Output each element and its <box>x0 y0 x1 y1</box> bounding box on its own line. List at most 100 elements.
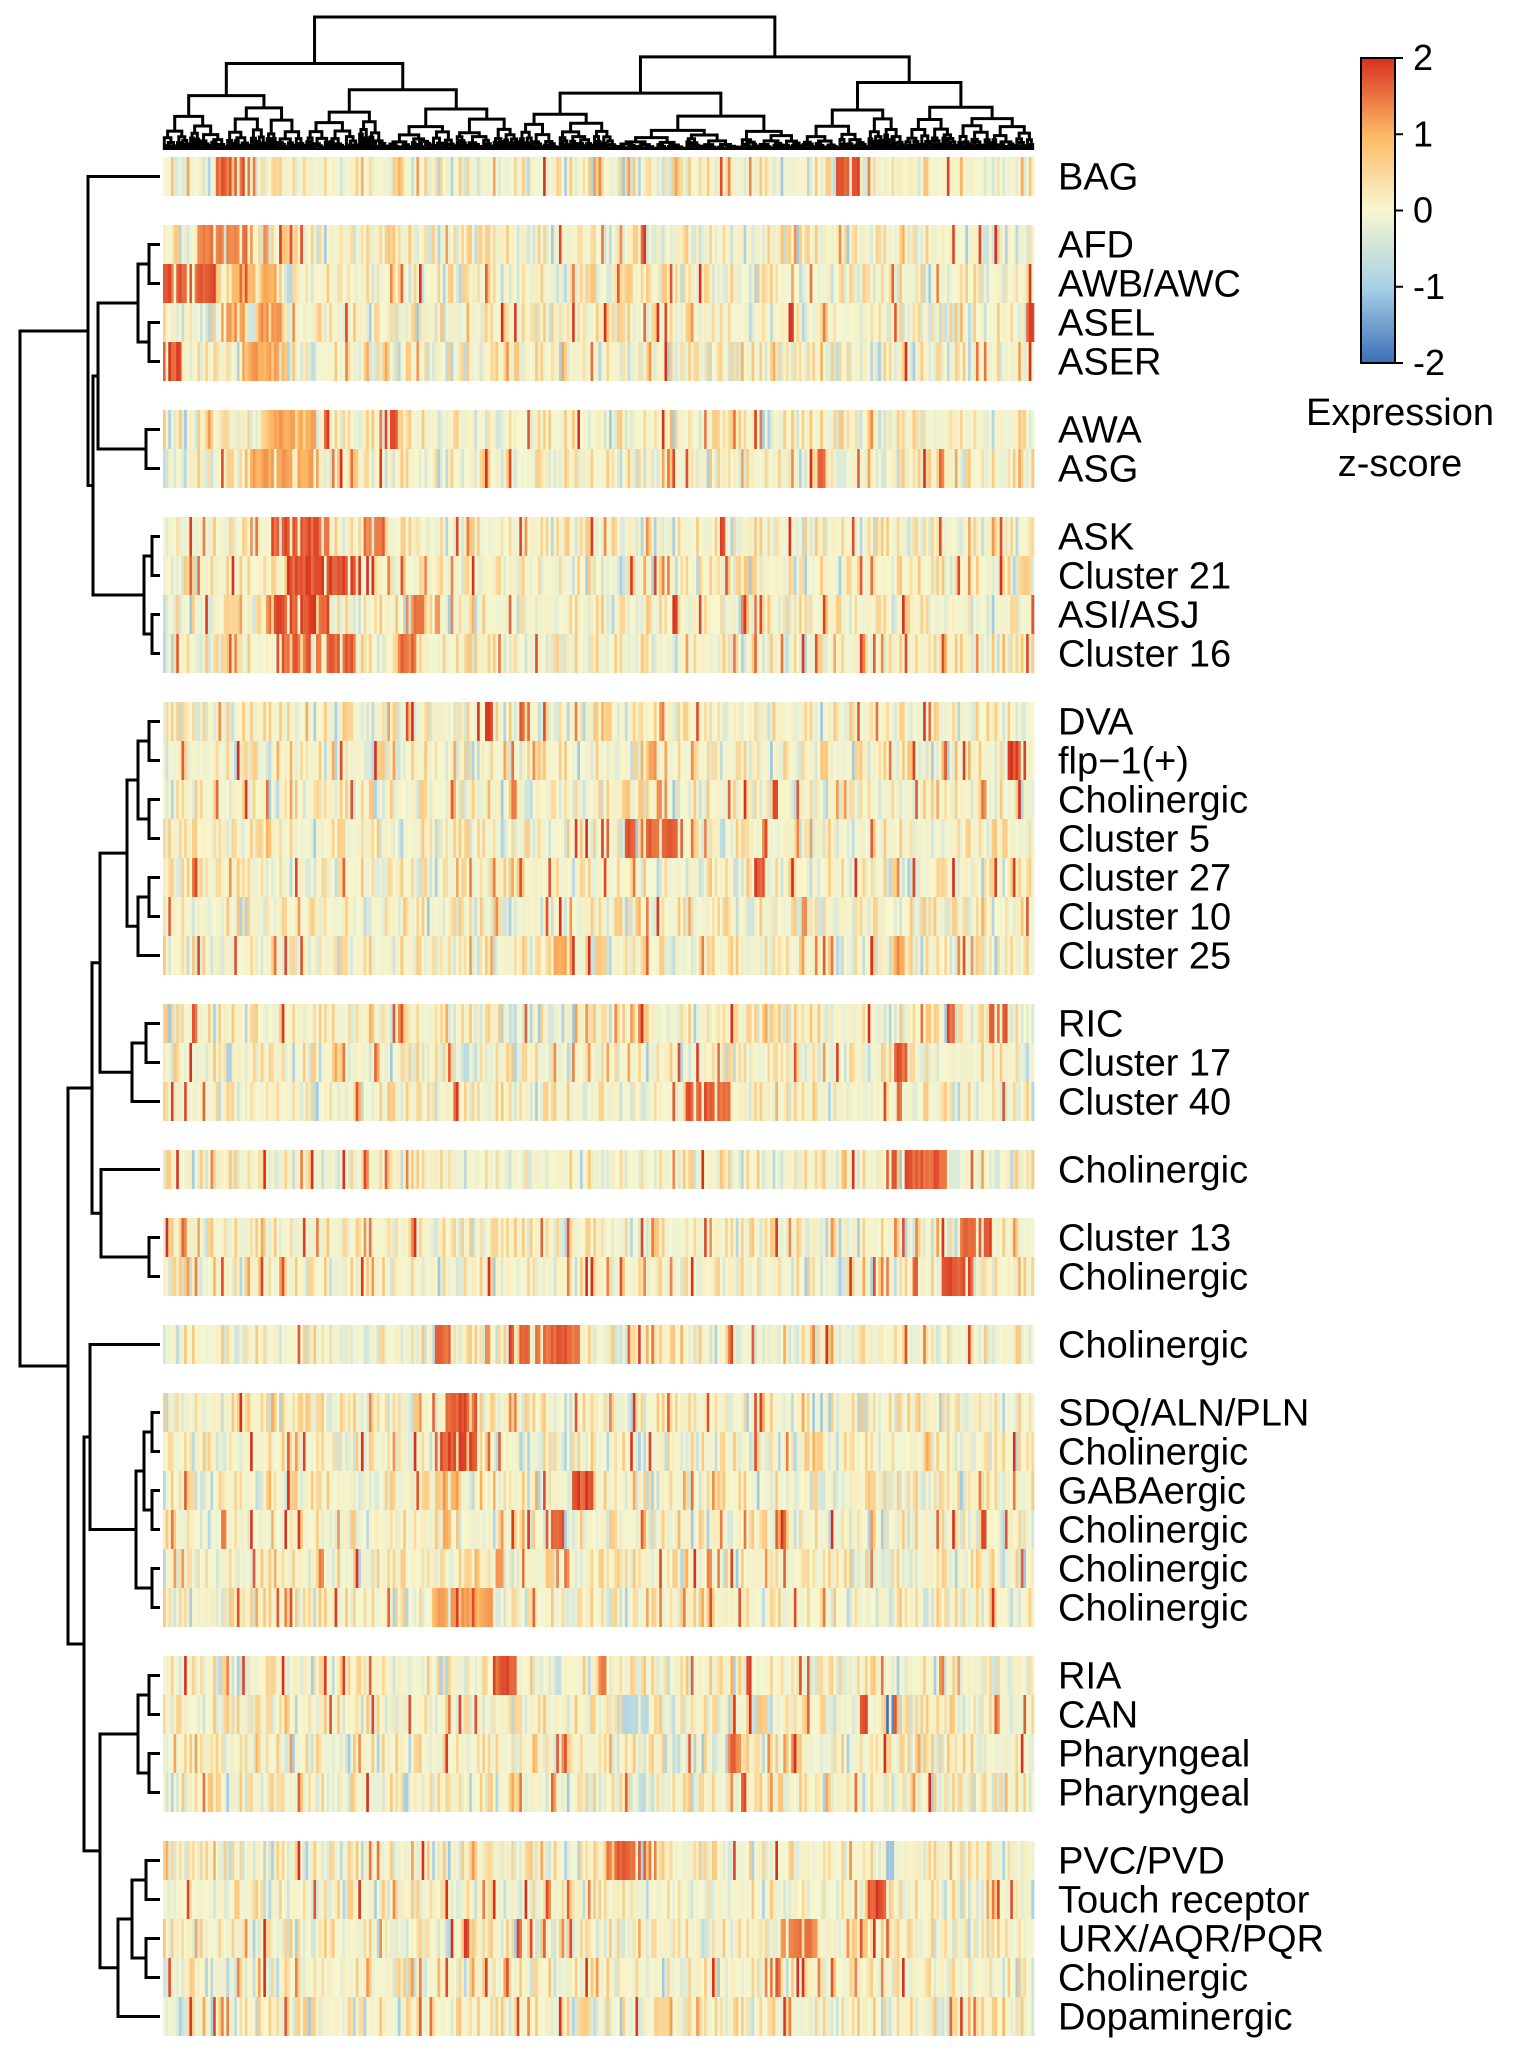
heatmap-cell <box>646 741 649 780</box>
heatmap-cell <box>717 517 721 556</box>
heatmap-cell <box>891 449 895 488</box>
heatmap-cell <box>479 157 483 196</box>
heatmap-cell <box>656 264 660 303</box>
heatmap-cell <box>677 595 681 634</box>
heatmap-cell <box>318 556 322 595</box>
heatmap-cell <box>1010 595 1014 634</box>
heatmap-cell <box>495 517 499 556</box>
heatmap-cell <box>925 517 929 556</box>
heatmap-cell <box>318 449 322 488</box>
heatmap-cell <box>851 595 855 634</box>
heatmap-cell <box>276 702 280 741</box>
heatmap-cell <box>841 303 845 342</box>
heatmap-cell <box>896 634 900 673</box>
heatmap-cell <box>455 517 459 556</box>
heatmap-cell <box>450 303 454 342</box>
heatmap-cell <box>252 780 256 819</box>
heatmap-cell <box>487 517 491 556</box>
heatmap-cell <box>474 702 478 741</box>
heatmap-cell <box>326 741 330 780</box>
heatmap-cell <box>242 780 246 819</box>
heatmap-cell <box>891 264 895 303</box>
heatmap-cell <box>165 595 169 634</box>
heatmap-cell <box>904 634 908 673</box>
heatmap-cell <box>424 556 428 595</box>
heatmap-cell <box>785 702 789 741</box>
heatmap-cell <box>426 595 430 634</box>
heatmap-cell <box>400 410 404 449</box>
heatmap-cell <box>572 702 576 741</box>
heatmap-cell <box>485 556 488 595</box>
heatmap-cell <box>564 556 568 595</box>
heatmap-cell <box>252 303 256 342</box>
heatmap-cell <box>178 449 182 488</box>
heatmap-cell <box>516 449 520 488</box>
heatmap-cell <box>287 157 290 196</box>
heatmap-cell <box>949 449 953 488</box>
heatmap-cell <box>205 595 209 634</box>
heatmap-cell <box>867 741 871 780</box>
heatmap-cell <box>624 741 628 780</box>
heatmap-cell <box>495 556 499 595</box>
heatmap-cell <box>1012 410 1016 449</box>
heatmap-cell <box>572 449 576 488</box>
heatmap-cell <box>719 634 723 673</box>
dendrogram-branch <box>150 1411 160 1453</box>
heatmap-cell <box>709 634 713 673</box>
heatmap-cell <box>403 342 407 381</box>
heatmap-cell <box>593 264 597 303</box>
dendrogram-leaf <box>957 141 961 150</box>
heatmap-cell <box>981 342 985 381</box>
heatmap-cell <box>994 517 998 556</box>
heatmap-cell <box>693 556 697 595</box>
heatmap-cell <box>382 410 386 449</box>
heatmap-cell <box>429 264 433 303</box>
heatmap-cell <box>682 342 686 381</box>
heatmap-cell <box>656 157 660 196</box>
heatmap-cell <box>205 342 209 381</box>
heatmap-cell <box>970 595 974 634</box>
heatmap-cell <box>725 517 729 556</box>
heatmap-cell <box>909 410 913 449</box>
heatmap-cell <box>788 702 792 741</box>
heatmap-cell <box>825 410 829 449</box>
heatmap-cell <box>221 556 225 595</box>
heatmap-cell <box>595 595 599 634</box>
heatmap-cell <box>711 702 715 741</box>
heatmap-cell <box>1015 303 1019 342</box>
heatmap-cell <box>833 157 837 196</box>
heatmap-cell <box>640 556 644 595</box>
heatmap-cell <box>466 702 470 741</box>
heatmap-cell <box>931 157 934 196</box>
heatmap-cell <box>376 342 380 381</box>
heatmap-cell <box>503 634 507 673</box>
heatmap-cell <box>711 157 715 196</box>
heatmap-cell <box>228 303 232 342</box>
heatmap-cell <box>226 702 230 741</box>
dendrogram-leaf <box>205 143 209 150</box>
heatmap-cell <box>954 517 958 556</box>
heatmap-cell <box>857 410 861 449</box>
heatmap-cell <box>228 702 232 741</box>
heatmap-cell <box>537 741 541 780</box>
heatmap-cell <box>221 449 225 488</box>
heatmap-cell <box>192 556 195 595</box>
heatmap-cell <box>870 225 874 264</box>
heatmap-cell <box>411 157 415 196</box>
heatmap-cell <box>809 342 813 381</box>
heatmap-cell <box>624 342 628 381</box>
heatmap-cell <box>521 157 525 196</box>
heatmap-cell <box>540 157 544 196</box>
heatmap-cell <box>474 303 478 342</box>
heatmap-cell <box>714 410 718 449</box>
heatmap-cell <box>785 410 789 449</box>
heatmap-cell <box>466 741 470 780</box>
heatmap-cell <box>426 517 430 556</box>
heatmap-cell <box>1012 517 1016 556</box>
dendrogram-leaf <box>936 142 940 150</box>
heatmap-cell <box>215 225 219 264</box>
heatmap-cell <box>638 595 642 634</box>
heatmap-cell <box>952 342 956 381</box>
heatmap-cell <box>324 517 327 556</box>
dendrogram-leaf <box>244 143 248 150</box>
